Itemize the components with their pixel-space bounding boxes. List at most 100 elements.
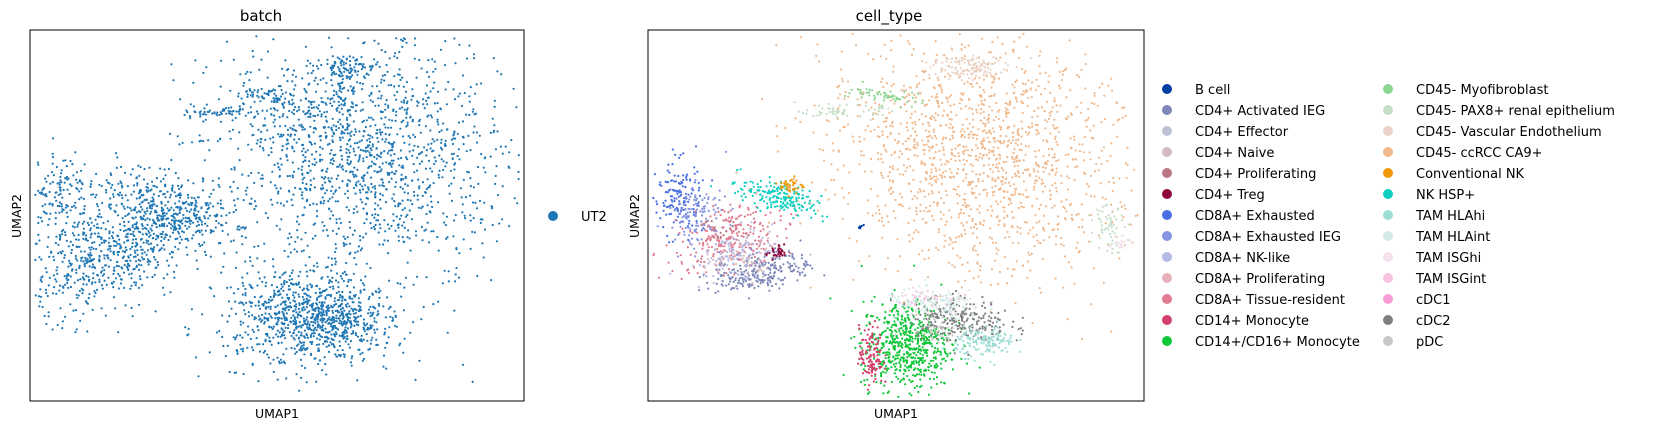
scatter-point <box>81 292 84 295</box>
scatter-point <box>355 205 358 208</box>
scatter-point <box>468 44 471 47</box>
scatter-point <box>221 335 224 339</box>
scatter-point <box>932 175 936 178</box>
scatter-point <box>265 109 269 112</box>
scatter-point <box>1032 168 1035 171</box>
scatter-point <box>366 149 369 152</box>
scatter-point <box>330 79 333 82</box>
scatter-point <box>171 256 174 259</box>
scatter-point <box>87 275 90 278</box>
scatter-point <box>91 258 94 262</box>
scatter-point <box>369 305 372 308</box>
scatter-point <box>135 227 138 230</box>
scatter-point <box>318 110 321 113</box>
scatter-point <box>257 304 260 307</box>
scatter-point <box>345 62 348 65</box>
scatter-point <box>995 57 998 60</box>
scatter-point <box>171 184 174 187</box>
scatter-point <box>325 189 328 192</box>
scatter-point <box>279 202 283 205</box>
scatter-point <box>996 215 999 218</box>
scatter-point <box>306 301 309 304</box>
scatter-point <box>305 91 308 94</box>
scatter-point <box>436 102 439 105</box>
scatter-point <box>256 325 259 328</box>
scatter-point <box>337 95 340 98</box>
scatter-point <box>934 167 937 170</box>
scatter-point <box>878 103 881 106</box>
scatter-point <box>991 109 994 112</box>
scatter-point <box>1057 222 1060 225</box>
scatter-point <box>335 291 338 295</box>
scatter-point <box>401 45 404 49</box>
scatter-point <box>381 194 384 197</box>
scatter-point <box>305 182 308 186</box>
scatter-point <box>64 234 67 237</box>
scatter-point <box>1063 217 1067 220</box>
scatter-point <box>278 310 281 313</box>
scatter-point <box>44 267 47 270</box>
scatter-point <box>176 135 179 138</box>
scatter-point <box>231 119 234 122</box>
scatter-point <box>477 182 480 185</box>
scatter-point <box>420 151 424 154</box>
scatter-point <box>928 157 932 160</box>
scatter-point <box>135 225 138 228</box>
scatter-point <box>94 196 97 199</box>
scatter-point <box>241 336 244 339</box>
scatter-point <box>1036 239 1039 242</box>
scatter-point <box>348 171 352 174</box>
scatter-point <box>334 331 337 334</box>
scatter-point <box>1031 321 1034 325</box>
scatter-point <box>364 275 367 278</box>
scatter-point <box>109 245 112 248</box>
scatter-point <box>301 191 304 194</box>
scatter-point <box>132 184 136 187</box>
scatter-point <box>298 314 302 317</box>
scatter-point <box>255 142 258 145</box>
scatter-point <box>975 82 979 85</box>
scatter-point <box>406 107 409 110</box>
scatter-point <box>163 168 166 171</box>
scatter-point <box>326 275 329 278</box>
scatter-point <box>277 294 280 297</box>
scatter-point <box>252 55 255 58</box>
scatter-point <box>377 287 380 290</box>
scatter-point <box>848 237 851 240</box>
scatter-point <box>191 201 194 205</box>
scatter-point <box>318 343 321 346</box>
scatter-point <box>383 239 386 242</box>
scatter-point <box>131 315 134 318</box>
scatter-point <box>157 263 160 267</box>
scatter-point <box>384 108 387 111</box>
scatter-point <box>280 361 283 364</box>
scatter-point <box>406 121 409 124</box>
scatter-point <box>153 221 157 224</box>
scatter-point <box>172 212 176 216</box>
scatter-point <box>510 139 513 142</box>
scatter-point <box>491 117 494 120</box>
scatter-point <box>299 99 302 102</box>
scatter-point <box>358 235 362 238</box>
scatter-point <box>907 137 910 140</box>
scatter-point <box>1047 222 1050 225</box>
scatter-point <box>251 314 254 317</box>
scatter-point <box>437 123 440 126</box>
scatter-point <box>130 209 133 212</box>
scatter-point <box>1062 244 1065 247</box>
scatter-point <box>379 192 382 195</box>
scatter-point <box>205 204 208 207</box>
scatter-point <box>294 308 297 311</box>
scatter-point <box>399 342 402 345</box>
scatter-point <box>961 57 964 60</box>
scatter-point <box>1001 43 1004 46</box>
scatter-point <box>461 203 464 206</box>
scatter-point <box>789 187 792 190</box>
scatter-point <box>1059 87 1062 90</box>
scatter-point <box>59 192 62 195</box>
scatter-point <box>113 266 116 269</box>
scatter-point <box>1110 142 1113 145</box>
scatter-point <box>55 165 59 169</box>
scatter-point <box>450 138 453 141</box>
scatter-point <box>77 221 81 224</box>
